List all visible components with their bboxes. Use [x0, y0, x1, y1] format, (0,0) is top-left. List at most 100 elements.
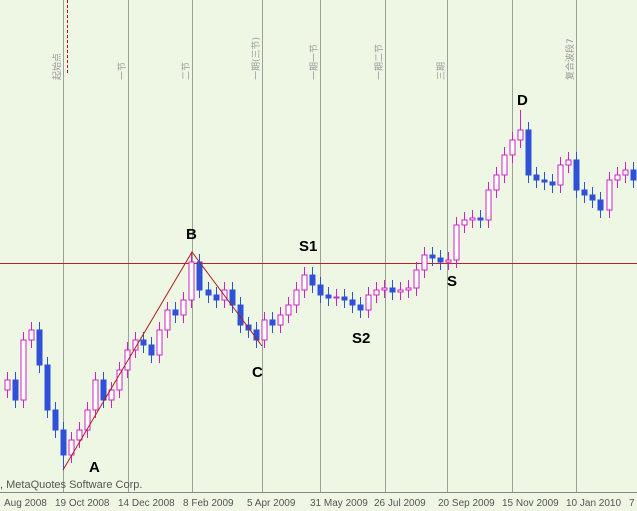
- candle-body: [389, 287, 396, 293]
- wave-labels: A B C D S1 S2 S: [89, 92, 528, 476]
- candle-body: [469, 217, 476, 221]
- candle-body: [285, 304, 292, 316]
- candle-body: [12, 379, 19, 401]
- candle-body: [269, 319, 276, 326]
- candle-body: [565, 159, 572, 166]
- wave-label: S1: [299, 238, 317, 255]
- period-lines: [63, 0, 577, 492]
- line-note: 二节: [181, 62, 192, 80]
- candle-body: [630, 169, 637, 181]
- candle-body: [261, 319, 268, 341]
- candle-body: [92, 379, 99, 411]
- x-label: 26 Jul 2009: [374, 498, 426, 509]
- candle-body: [180, 299, 187, 316]
- candle-body: [373, 289, 380, 296]
- candle-body: [237, 304, 244, 326]
- candle-body: [589, 194, 596, 201]
- x-label: 7: [629, 498, 635, 509]
- candle-body: [365, 294, 372, 311]
- candle-body: [606, 179, 613, 211]
- candle-body: [277, 314, 284, 326]
- candle-body: [60, 429, 67, 456]
- candle-body: [581, 189, 588, 196]
- candle-body: [156, 329, 163, 356]
- candle-body: [293, 289, 300, 306]
- candle-body: [622, 169, 629, 176]
- candle-body: [124, 349, 131, 371]
- candle-body: [614, 174, 621, 181]
- line-note: 三期: [436, 62, 447, 80]
- x-label: 20 Sep 2009: [438, 498, 495, 509]
- candle-body: [501, 154, 508, 176]
- line-note: 一期一节: [309, 44, 320, 80]
- copyright: , MetaQuotes Software Corp.: [0, 479, 142, 491]
- candle-body: [525, 129, 532, 176]
- line-notes: 起始点 一节 二节 一期(三节) 一期一节 一期二节 三期 复合波段7: [51, 37, 576, 80]
- candle-body: [349, 299, 356, 306]
- x-label: 5 Apr 2009: [247, 498, 296, 509]
- x-label: 31 May 2009: [310, 498, 368, 509]
- candle-body: [229, 289, 236, 306]
- candle-body: [325, 294, 332, 299]
- candle-body: [44, 364, 51, 411]
- candle-body: [357, 304, 364, 311]
- candle-body: [36, 329, 43, 366]
- candle-body: [213, 294, 220, 301]
- line-note: 一期(三节): [251, 37, 262, 80]
- x-label: 14 Dec 2008: [118, 498, 175, 509]
- candle-body: [76, 429, 83, 441]
- candle-body: [485, 189, 492, 221]
- wave-label: A: [89, 459, 100, 476]
- line-note: 复合波段7: [564, 38, 576, 80]
- candle-body: [172, 309, 179, 316]
- candle-body: [4, 379, 11, 391]
- candle-body: [84, 409, 91, 431]
- candle-body: [140, 339, 147, 346]
- candle-body: [196, 261, 203, 291]
- line-note: 一期二节: [374, 44, 385, 80]
- candle-body: [309, 274, 316, 286]
- wave-label: C: [252, 364, 263, 381]
- x-labels: Aug 2008 19 Oct 2008 14 Dec 2008 8 Feb 2…: [4, 498, 635, 509]
- candle-body: [445, 259, 452, 263]
- candle-body: [52, 409, 59, 431]
- candle-body: [20, 339, 27, 401]
- candle-body: [421, 254, 428, 271]
- x-label: 15 Nov 2009: [502, 498, 559, 509]
- wave-label: S: [447, 273, 457, 290]
- candles: [4, 110, 637, 470]
- candle-body: [116, 369, 123, 391]
- candle-body: [381, 287, 388, 291]
- wave-label: B: [186, 226, 197, 243]
- candle-body: [333, 296, 340, 299]
- x-label: Aug 2008: [4, 498, 47, 509]
- line-note: 一节: [117, 62, 128, 80]
- wave-label: S2: [352, 330, 370, 347]
- candle-body: [557, 164, 564, 186]
- zigzag: [62, 251, 263, 471]
- candle-body: [573, 159, 580, 191]
- candle-body: [597, 199, 604, 211]
- candle-body: [148, 344, 155, 356]
- candle-body: [477, 217, 484, 221]
- line-note: 起始点: [51, 53, 63, 80]
- candle-body: [533, 174, 540, 181]
- candle-body: [188, 261, 195, 301]
- candle-body: [28, 329, 35, 341]
- candle-body: [493, 174, 500, 191]
- candle-body: [301, 274, 308, 291]
- x-label: 8 Feb 2009: [183, 498, 234, 509]
- candle-body: [461, 219, 468, 226]
- candle-body: [405, 287, 412, 291]
- x-label: 10 Jan 2010: [566, 498, 621, 509]
- candle-body: [549, 181, 556, 186]
- candle-body: [509, 139, 516, 156]
- candle-body: [429, 254, 436, 259]
- candle-body: [437, 257, 444, 263]
- candle-body: [164, 309, 171, 331]
- candle-body: [341, 296, 348, 301]
- candle-body: [397, 289, 404, 293]
